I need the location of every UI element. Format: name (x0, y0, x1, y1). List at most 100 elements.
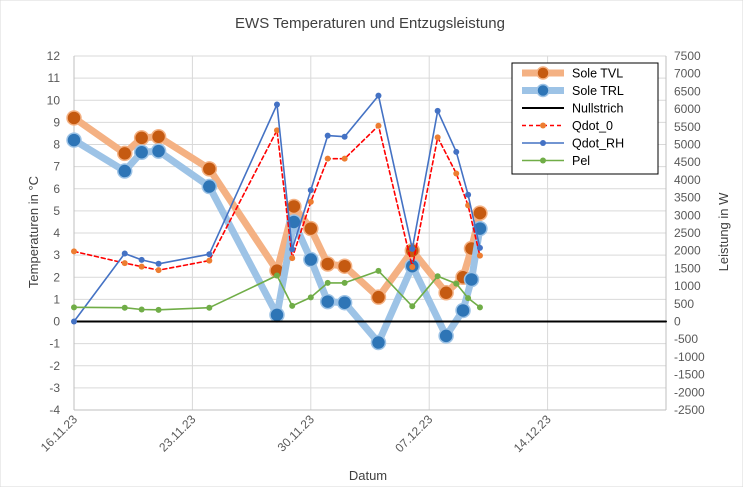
data-point (206, 304, 213, 311)
data-point (453, 280, 460, 287)
y-tick-label: -4 (49, 403, 60, 417)
data-point (319, 293, 336, 310)
legend-entry-qdot-rh: Qdot_RH (522, 137, 624, 151)
y2-tick-label: 500 (674, 297, 694, 311)
y2-tick-label: 2000 (674, 244, 701, 258)
y-tick-label: 7 (53, 160, 60, 174)
data-point (269, 307, 285, 323)
data-point (138, 263, 145, 270)
y2-tick-label: 4000 (674, 173, 701, 187)
y2-tick-label: 7500 (674, 49, 701, 63)
data-point (336, 294, 353, 311)
series-line-sole-trl (70, 136, 484, 346)
y-axis-label: Temperaturen in °C (26, 176, 41, 288)
data-point (121, 260, 128, 267)
y2-tick-label: -1500 (674, 368, 705, 382)
data-point (434, 107, 441, 114)
y2-tick-label: 7000 (674, 67, 701, 81)
data-point (438, 328, 454, 344)
data-point (465, 191, 472, 198)
legend-entry-sole-trl: Sole TRL (522, 83, 624, 98)
data-point (155, 267, 162, 274)
data-point (121, 250, 128, 257)
data-point (303, 251, 319, 268)
data-point (138, 306, 145, 313)
data-point (409, 303, 416, 310)
data-point (155, 260, 162, 267)
data-point (409, 245, 416, 252)
y-tick-label: 5 (53, 204, 60, 218)
y-tick-label: 12 (47, 49, 61, 63)
y2-tick-label: 2500 (674, 226, 701, 240)
data-point (71, 304, 77, 311)
data-point (453, 148, 460, 155)
series-sole-trl (66, 132, 488, 351)
data-point (71, 248, 77, 255)
legend-entry-pel: Pel (522, 154, 590, 168)
y2-tick-label: 5000 (674, 138, 701, 152)
y2-tick-label: 3000 (674, 208, 701, 222)
data-point (476, 244, 483, 251)
y-tick-label: 6 (53, 182, 60, 196)
series (66, 92, 667, 351)
legend-entry-nullstrich: Nullstrich (522, 102, 623, 116)
y-tick-label: 8 (53, 138, 60, 152)
data-point (341, 279, 348, 286)
legend-label: Qdot_0 (572, 119, 613, 133)
y2-tick-label: 5500 (674, 120, 701, 134)
data-point (307, 294, 314, 301)
y2-tick-label: -2000 (674, 385, 705, 399)
data-point (201, 178, 218, 195)
y2-axis-label: Leistung in W (716, 192, 731, 271)
y-tick-label: 11 (48, 71, 61, 85)
data-point (463, 271, 480, 288)
y-tick-label: 10 (47, 93, 61, 107)
legend-swatch-marker (540, 122, 546, 129)
y-tick-label: 0 (53, 315, 60, 329)
y2-tick-label: 6500 (674, 84, 701, 98)
data-point (133, 144, 150, 160)
y2-tick-label: 3500 (674, 191, 701, 205)
data-point (273, 272, 280, 279)
legend-label: Qdot_RH (572, 137, 624, 151)
data-point (201, 161, 218, 177)
data-point (324, 132, 331, 139)
data-point (375, 267, 382, 274)
legend-box (511, 62, 659, 175)
data-point (133, 130, 150, 146)
y2-tick-label: 0 (674, 315, 681, 329)
legend: Sole TVL Sole TRL Nullstrich Qdot_0 Qdot_RH P… (511, 62, 659, 175)
data-point (286, 198, 302, 215)
y2-tick-label: 6000 (674, 102, 701, 116)
y-tick-label: 9 (53, 115, 60, 129)
data-point (307, 187, 314, 194)
data-point (455, 302, 471, 319)
data-point (476, 252, 483, 259)
y2-tick-label: -2500 (674, 403, 705, 417)
series-pel (71, 267, 483, 313)
data-point (434, 273, 441, 280)
y-tick-label: -1 (49, 337, 60, 351)
legend-label: Sole TRL (572, 84, 624, 98)
chart-title: EWS Temperaturen und Entzugsleistung (235, 15, 505, 32)
y2-tick-label: 4500 (674, 155, 701, 169)
data-point (155, 306, 162, 313)
data-point (121, 304, 128, 311)
data-point (150, 129, 167, 145)
data-point (319, 256, 336, 272)
data-point (206, 257, 213, 264)
y2-tick-label: -500 (674, 332, 698, 346)
data-point (375, 122, 382, 129)
y2-tick-label: -1000 (674, 350, 705, 364)
legend-label: Sole TVL (572, 67, 623, 81)
y2-tick-label: 1500 (674, 261, 701, 275)
data-point (66, 132, 82, 148)
data-point (341, 155, 348, 162)
data-point (273, 127, 280, 134)
data-point (307, 198, 314, 205)
legend-swatch-marker (536, 83, 550, 98)
data-point (303, 220, 319, 237)
data-point (289, 246, 296, 253)
data-point (476, 304, 483, 311)
